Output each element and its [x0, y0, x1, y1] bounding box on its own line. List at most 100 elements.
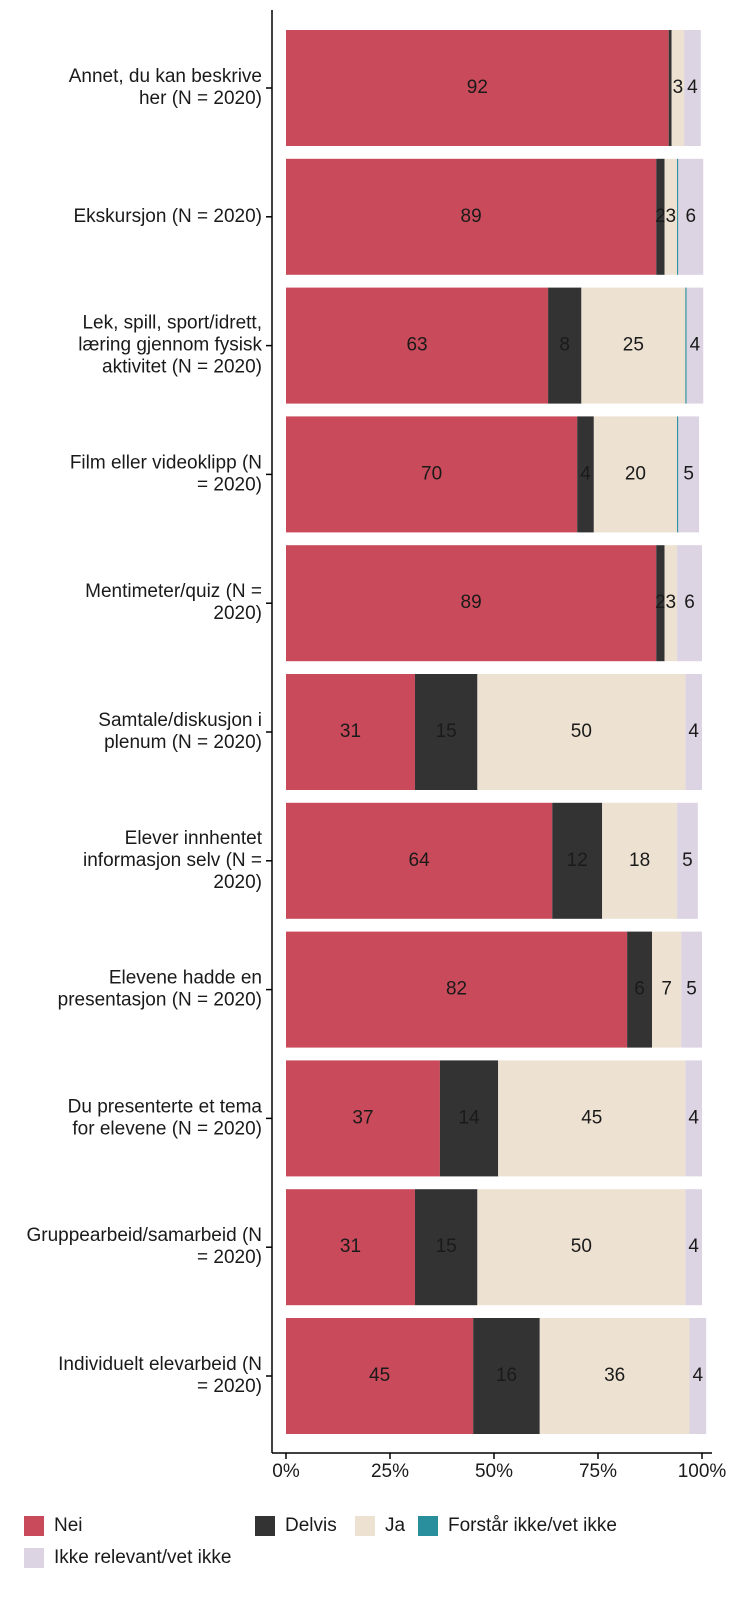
bar-segment [686, 287, 704, 404]
data-label: 31 [340, 1236, 361, 1257]
bar-segment [656, 158, 665, 275]
bar-segment [286, 158, 657, 275]
data-label: 36 [604, 1365, 625, 1386]
data-label: 5 [682, 850, 693, 871]
data-label: 4 [687, 77, 698, 98]
bar-segment [286, 30, 669, 146]
bar-segment [286, 674, 415, 790]
data-label: 18 [629, 850, 650, 871]
bar-segment [439, 1060, 499, 1177]
data-label: 14 [458, 1107, 480, 1128]
data-label: 50 [571, 1236, 592, 1257]
data-label: 6 [634, 979, 645, 1000]
legend-swatch [355, 1516, 375, 1536]
bar-segment [286, 1189, 415, 1306]
data-label: 45 [369, 1365, 390, 1386]
bar-segment [577, 416, 594, 533]
data-label: 20 [625, 463, 646, 484]
x-tick-label: 0% [272, 1461, 300, 1482]
data-label: 92 [467, 77, 488, 98]
bar-segment [286, 1318, 474, 1434]
data-label: 3 [666, 206, 677, 227]
data-label: 15 [436, 1236, 457, 1257]
bar-segment [477, 674, 686, 790]
x-tick-label: 75% [579, 1461, 617, 1482]
bar-segment [581, 287, 686, 404]
data-label: 3 [673, 77, 684, 98]
data-label: 2 [655, 592, 666, 613]
data-label: 7 [661, 979, 672, 1000]
data-label: 2 [655, 206, 666, 227]
bar-segment [677, 802, 698, 919]
legend-swatch [418, 1516, 438, 1536]
bar-segment [593, 416, 678, 533]
data-label: 82 [446, 979, 467, 1000]
data-label: 50 [571, 721, 592, 742]
bar-segment [668, 30, 672, 146]
bar-segment [286, 1060, 440, 1177]
y-tick-label: Samtale/diskusjon i plenum (N = 2020) [98, 710, 262, 753]
bar-segment [677, 416, 679, 533]
data-label: 63 [406, 335, 427, 356]
y-tick-label: Annet, du kan beskrive her (N = 2020) [69, 66, 262, 109]
y-tick-label: Ekskursjon (N = 2020) [74, 206, 263, 227]
bar-segment [286, 416, 578, 533]
bar-segment [685, 1060, 702, 1177]
data-label: 3 [666, 592, 677, 613]
bar-segment [473, 1318, 540, 1434]
data-label: 25 [623, 335, 644, 356]
bar-segment [685, 674, 702, 790]
bar-segment [681, 931, 702, 1048]
bar-segment [602, 802, 678, 919]
y-tick-label: Film eller videoklipp (N = 2020) [70, 452, 262, 495]
x-tick-label: 25% [371, 1461, 409, 1482]
bar-segment [678, 416, 700, 533]
y-tick-label: Elever innhentet informasjon selv (N = 202… [83, 828, 263, 893]
bar-segment [477, 1189, 686, 1306]
legend-label: Ikke relevant/vet ikke [54, 1547, 231, 1568]
x-tick-label: 50% [475, 1461, 513, 1482]
data-label: 89 [461, 592, 482, 613]
data-label: 45 [581, 1107, 602, 1128]
data-label: 4 [693, 1365, 704, 1386]
bar-segment [671, 30, 685, 146]
bar-segment [286, 287, 549, 404]
bar-segment [678, 158, 704, 275]
data-label: 4 [580, 463, 591, 484]
bar-segment [552, 802, 603, 919]
y-tick-label: Individuelt elevarbeid (N = 2020) [58, 1354, 262, 1397]
bar-segment [627, 931, 653, 1048]
bar-segment [685, 287, 687, 404]
data-label: 6 [684, 592, 695, 613]
legend-label: Ja [385, 1515, 406, 1536]
data-label: 31 [340, 721, 361, 742]
bar-segment [664, 545, 678, 662]
data-label: 4 [688, 721, 699, 742]
bar-segment [539, 1318, 690, 1434]
legend-swatch [24, 1516, 44, 1536]
data-label: 89 [461, 206, 482, 227]
legend-label: Forstår ikke/vet ikke [448, 1515, 617, 1536]
y-tick-label: Gruppearbeid/samarbeid (N = 2020) [26, 1225, 262, 1268]
bar-segment [652, 931, 682, 1048]
bar-segment [498, 1060, 686, 1177]
legend-label: Nei [54, 1515, 83, 1536]
data-label: 15 [436, 721, 457, 742]
data-label: 8 [559, 335, 570, 356]
data-label: 6 [685, 206, 696, 227]
data-label: 64 [409, 850, 431, 871]
data-label: 37 [352, 1107, 373, 1128]
legend-label: Delvis [285, 1515, 337, 1536]
bar-segment [414, 674, 478, 790]
y-tick-label: Lek, spill, sport/idrett, læring gjennom … [78, 313, 262, 378]
bar-segment [656, 545, 665, 662]
data-label: 4 [688, 1236, 699, 1257]
bar-segment [286, 545, 657, 662]
x-tick-label: 100% [678, 1461, 727, 1482]
data-label: 5 [686, 979, 697, 1000]
legend-swatch [24, 1548, 44, 1568]
y-tick-label: Du presenterte et tema for elevene (N = 2… [68, 1096, 263, 1139]
bar-segment [689, 1318, 707, 1434]
y-tick-label: Elevene hadde en presentasjon (N = 2020) [58, 968, 262, 1011]
